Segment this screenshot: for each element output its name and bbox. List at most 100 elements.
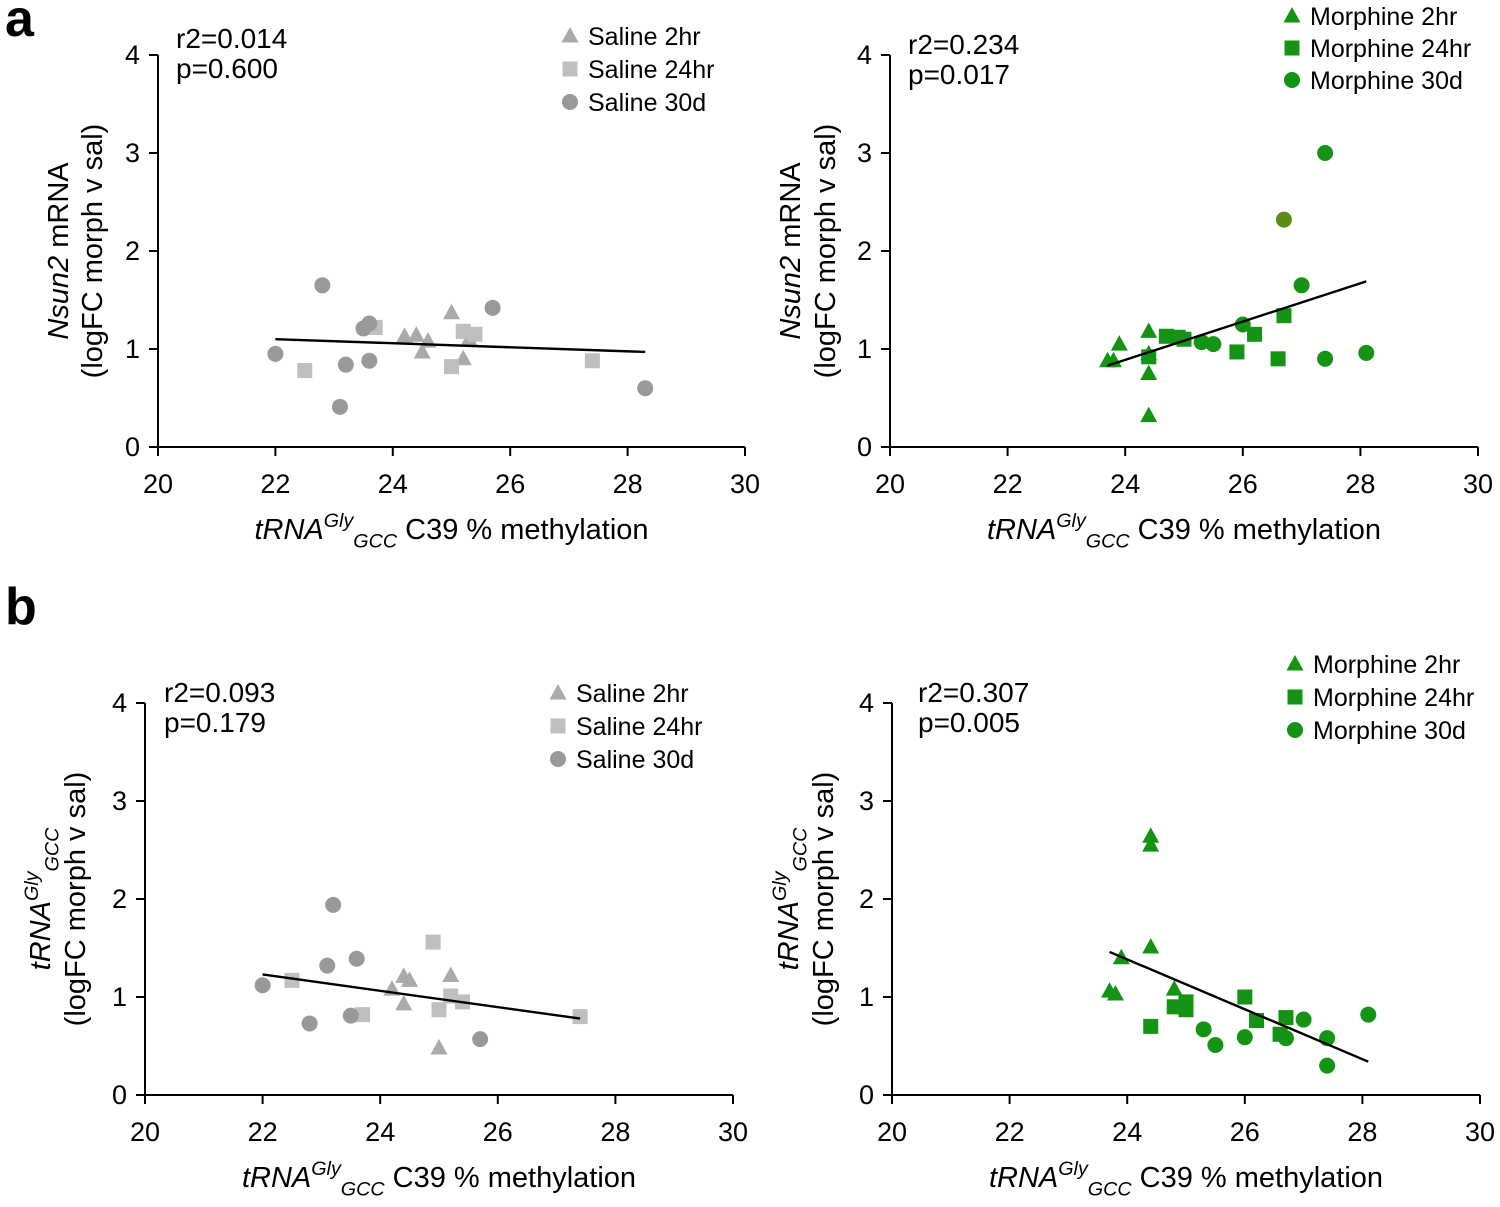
regression-line <box>1109 950 1369 1063</box>
y-tick-label: 1 <box>859 982 874 1012</box>
legend-label: Saline 30d <box>576 746 694 774</box>
legend-marker-triangle <box>549 684 567 700</box>
y-axis-label: tRNAGlyGCC <box>21 827 64 970</box>
x-tick-label: 28 <box>1345 469 1375 499</box>
legend-label: Saline 24hr <box>576 713 702 741</box>
y-tick-label: 1 <box>112 982 127 1012</box>
data-point-circle <box>1277 1030 1294 1047</box>
x-tick-label: 24 <box>378 469 408 499</box>
legend-marker-square <box>562 61 578 77</box>
data-point-triangle <box>1140 364 1158 380</box>
data-point-circle <box>1207 1037 1224 1054</box>
chart-b-morphine: 20 22 24 26 28 30 0 1 2 3 4 tRNAGlyGCC C39 % methyl… <box>769 651 1495 1201</box>
data-point-circle <box>1205 336 1222 353</box>
y-tick-label: 3 <box>859 786 874 816</box>
data-point-circle <box>314 277 331 294</box>
x-tick-label: 26 <box>483 1117 513 1147</box>
data-point-circle <box>267 345 284 362</box>
data-point-square <box>425 934 441 950</box>
data-point-square <box>572 1009 588 1025</box>
data-point-circle <box>1360 1006 1377 1023</box>
data-point-circle <box>325 896 342 913</box>
y-tick-label: 3 <box>125 138 140 168</box>
data-point-square <box>1229 344 1245 360</box>
data-point-square <box>1166 999 1182 1015</box>
data-point-triangle <box>430 1038 448 1055</box>
legend-label: Morphine 30d <box>1313 717 1466 745</box>
data-point-circle <box>1358 344 1375 361</box>
data-point-circle <box>361 315 378 332</box>
data-point-triangle <box>1142 938 1160 954</box>
y-tick-label: 3 <box>112 786 127 816</box>
data-point-circle <box>337 356 354 373</box>
r2-value: r2=0.234 <box>908 29 1019 60</box>
regression-line <box>1107 280 1367 367</box>
x-tick-label: 26 <box>495 469 525 499</box>
x-tick-label: 30 <box>730 469 760 499</box>
r2-value: r2=0.014 <box>176 23 287 54</box>
x-tick-label: 24 <box>1112 1117 1142 1147</box>
data-point-square <box>467 326 483 342</box>
y-tick-label: 3 <box>857 138 872 168</box>
data-point-circle <box>1319 1057 1336 1074</box>
data-point-square <box>297 363 313 379</box>
x-tick-label: 28 <box>600 1117 630 1147</box>
y-tick-label: 0 <box>859 1080 874 1110</box>
data-point-triangle <box>407 326 425 342</box>
data-point-circle <box>254 977 271 994</box>
y-axis-label-line: tRNAGlyGCC <box>21 827 64 970</box>
y-tick-label: 4 <box>112 688 127 718</box>
chart-b-saline: 20 22 24 26 28 30 0 1 2 3 4 tRNAGlyGCC C39 % methyl… <box>21 677 748 1201</box>
y-tick-label: 4 <box>859 688 874 718</box>
legend-label: Saline 24hr <box>588 56 714 84</box>
regression-line <box>275 338 646 354</box>
legend-label: Morphine 24hr <box>1310 35 1471 63</box>
x-tick-label: 30 <box>718 1117 748 1147</box>
y-tick-label: 2 <box>859 884 874 914</box>
legend-marker-square <box>1284 40 1300 56</box>
x-tick-label: 24 <box>1110 469 1140 499</box>
data-point-circle <box>484 299 501 316</box>
y-axis-label: Nsun2 mRNA <box>43 162 75 340</box>
legend-label: Morphine 2hr <box>1313 651 1460 679</box>
data-point-triangle <box>1165 980 1183 996</box>
data-point-triangle <box>442 966 460 982</box>
data-point-triangle <box>1142 827 1160 843</box>
x-tick-label: 24 <box>365 1117 395 1147</box>
x-tick-label: 30 <box>1463 469 1493 499</box>
data-point-square <box>1143 1018 1159 1034</box>
x-tick-label: 26 <box>1228 469 1258 499</box>
legend-label: Saline 2hr <box>576 680 689 708</box>
data-point-triangle <box>443 303 460 320</box>
r2-value: r2=0.307 <box>918 677 1029 708</box>
data-point-square <box>1278 1010 1294 1026</box>
y-axis-label: Nsun2 mRNA <box>775 162 807 340</box>
legend-marker-circle <box>562 94 578 110</box>
panel-label-b: b <box>5 578 37 636</box>
data-point-square <box>1158 328 1174 344</box>
y-axis-label: (logFC morph v sal) <box>808 772 840 1027</box>
data-point-circle <box>1236 1029 1253 1046</box>
chart-a-saline: 20 22 24 26 28 30 0 1 2 3 4 tRNAGlyGCC C39 % methyl… <box>43 23 760 553</box>
data-point-square <box>284 972 300 988</box>
p-value: p=0.005 <box>918 707 1020 738</box>
y-tick-label: 1 <box>857 334 872 364</box>
y-axis-label: (logFC morph v sal) <box>810 124 842 379</box>
x-tick-label: 20 <box>130 1117 160 1147</box>
y-tick-label: 4 <box>125 40 140 70</box>
data-point-triangle <box>396 327 414 343</box>
data-point-circle <box>361 352 378 369</box>
legend-marker-square <box>550 718 566 734</box>
legend-marker-triangle <box>561 27 579 43</box>
y-axis-label-line: Nsun2 mRNA <box>775 162 807 340</box>
legend-label: Morphine 24hr <box>1313 684 1474 712</box>
x-tick-label: 28 <box>1347 1117 1377 1147</box>
p-value: p=0.179 <box>164 707 266 738</box>
legend-marker-circle <box>1287 722 1303 738</box>
regression-line <box>262 973 581 1020</box>
data-point-circle <box>331 398 348 415</box>
legend-marker-circle <box>1284 72 1300 88</box>
legend-label: Saline 2hr <box>588 23 701 51</box>
p-value: p=0.017 <box>908 59 1010 90</box>
x-tick-label: 20 <box>143 469 173 499</box>
